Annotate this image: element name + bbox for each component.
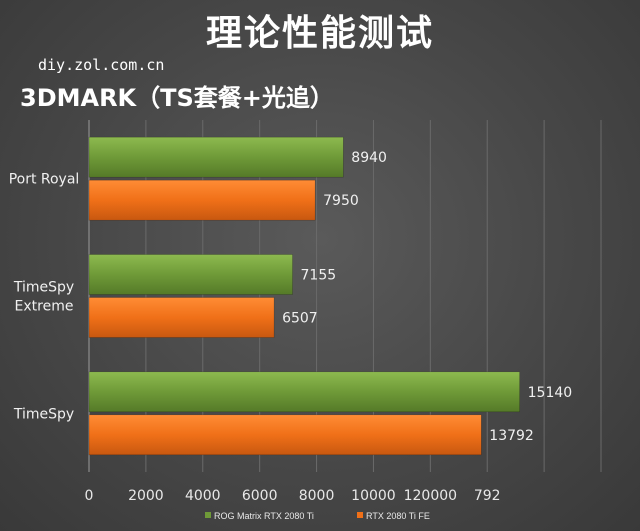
legend: ROG Matrix RTX 2080 Ti RTX 2080 Ti FE xyxy=(205,511,430,521)
category-label: TimeSpy xyxy=(13,280,74,296)
labels-group: 0 2000 4000 6000 8000 10000 120000 792 8940 7950 P… xyxy=(9,150,573,504)
bar xyxy=(88,414,482,456)
data-label: 7950 xyxy=(323,193,359,209)
bar xyxy=(88,136,344,178)
category-label: Port Royal xyxy=(9,172,80,188)
x-tick-label: 0 xyxy=(85,488,94,504)
chart-subtitle: 3DMARK（TS套餐+光追） xyxy=(20,84,334,112)
bar xyxy=(88,371,520,413)
x-tick-label: 8000 xyxy=(299,488,335,504)
gridlines xyxy=(88,120,602,472)
x-tick-label: 120000 xyxy=(404,488,457,504)
x-tick-label: 4000 xyxy=(185,488,221,504)
bar xyxy=(88,179,316,221)
data-label: 8940 xyxy=(351,150,387,166)
x-tick-label: 792 xyxy=(474,488,501,504)
bar xyxy=(88,254,293,295)
data-label: 15140 xyxy=(528,385,573,401)
bar xyxy=(88,297,275,338)
data-label: 6507 xyxy=(282,311,318,327)
x-tick-label: 10000 xyxy=(351,488,396,504)
x-tick-label: 2000 xyxy=(128,488,164,504)
legend-swatch xyxy=(357,512,363,518)
page-title: 理论性能测试 xyxy=(205,13,434,54)
bars-group xyxy=(88,136,520,456)
data-label: 13792 xyxy=(489,428,534,444)
category-label: TimeSpy xyxy=(13,406,74,422)
legend-label: RTX 2080 Ti FE xyxy=(366,511,430,521)
legend-label: ROG Matrix RTX 2080 Ti xyxy=(214,511,314,521)
x-tick-label: 6000 xyxy=(242,488,278,504)
data-label: 7155 xyxy=(301,268,337,284)
legend-swatch xyxy=(205,512,211,518)
category-label: Extreme xyxy=(15,299,74,315)
watermark-text: diy.zol.com.cn xyxy=(38,56,165,74)
